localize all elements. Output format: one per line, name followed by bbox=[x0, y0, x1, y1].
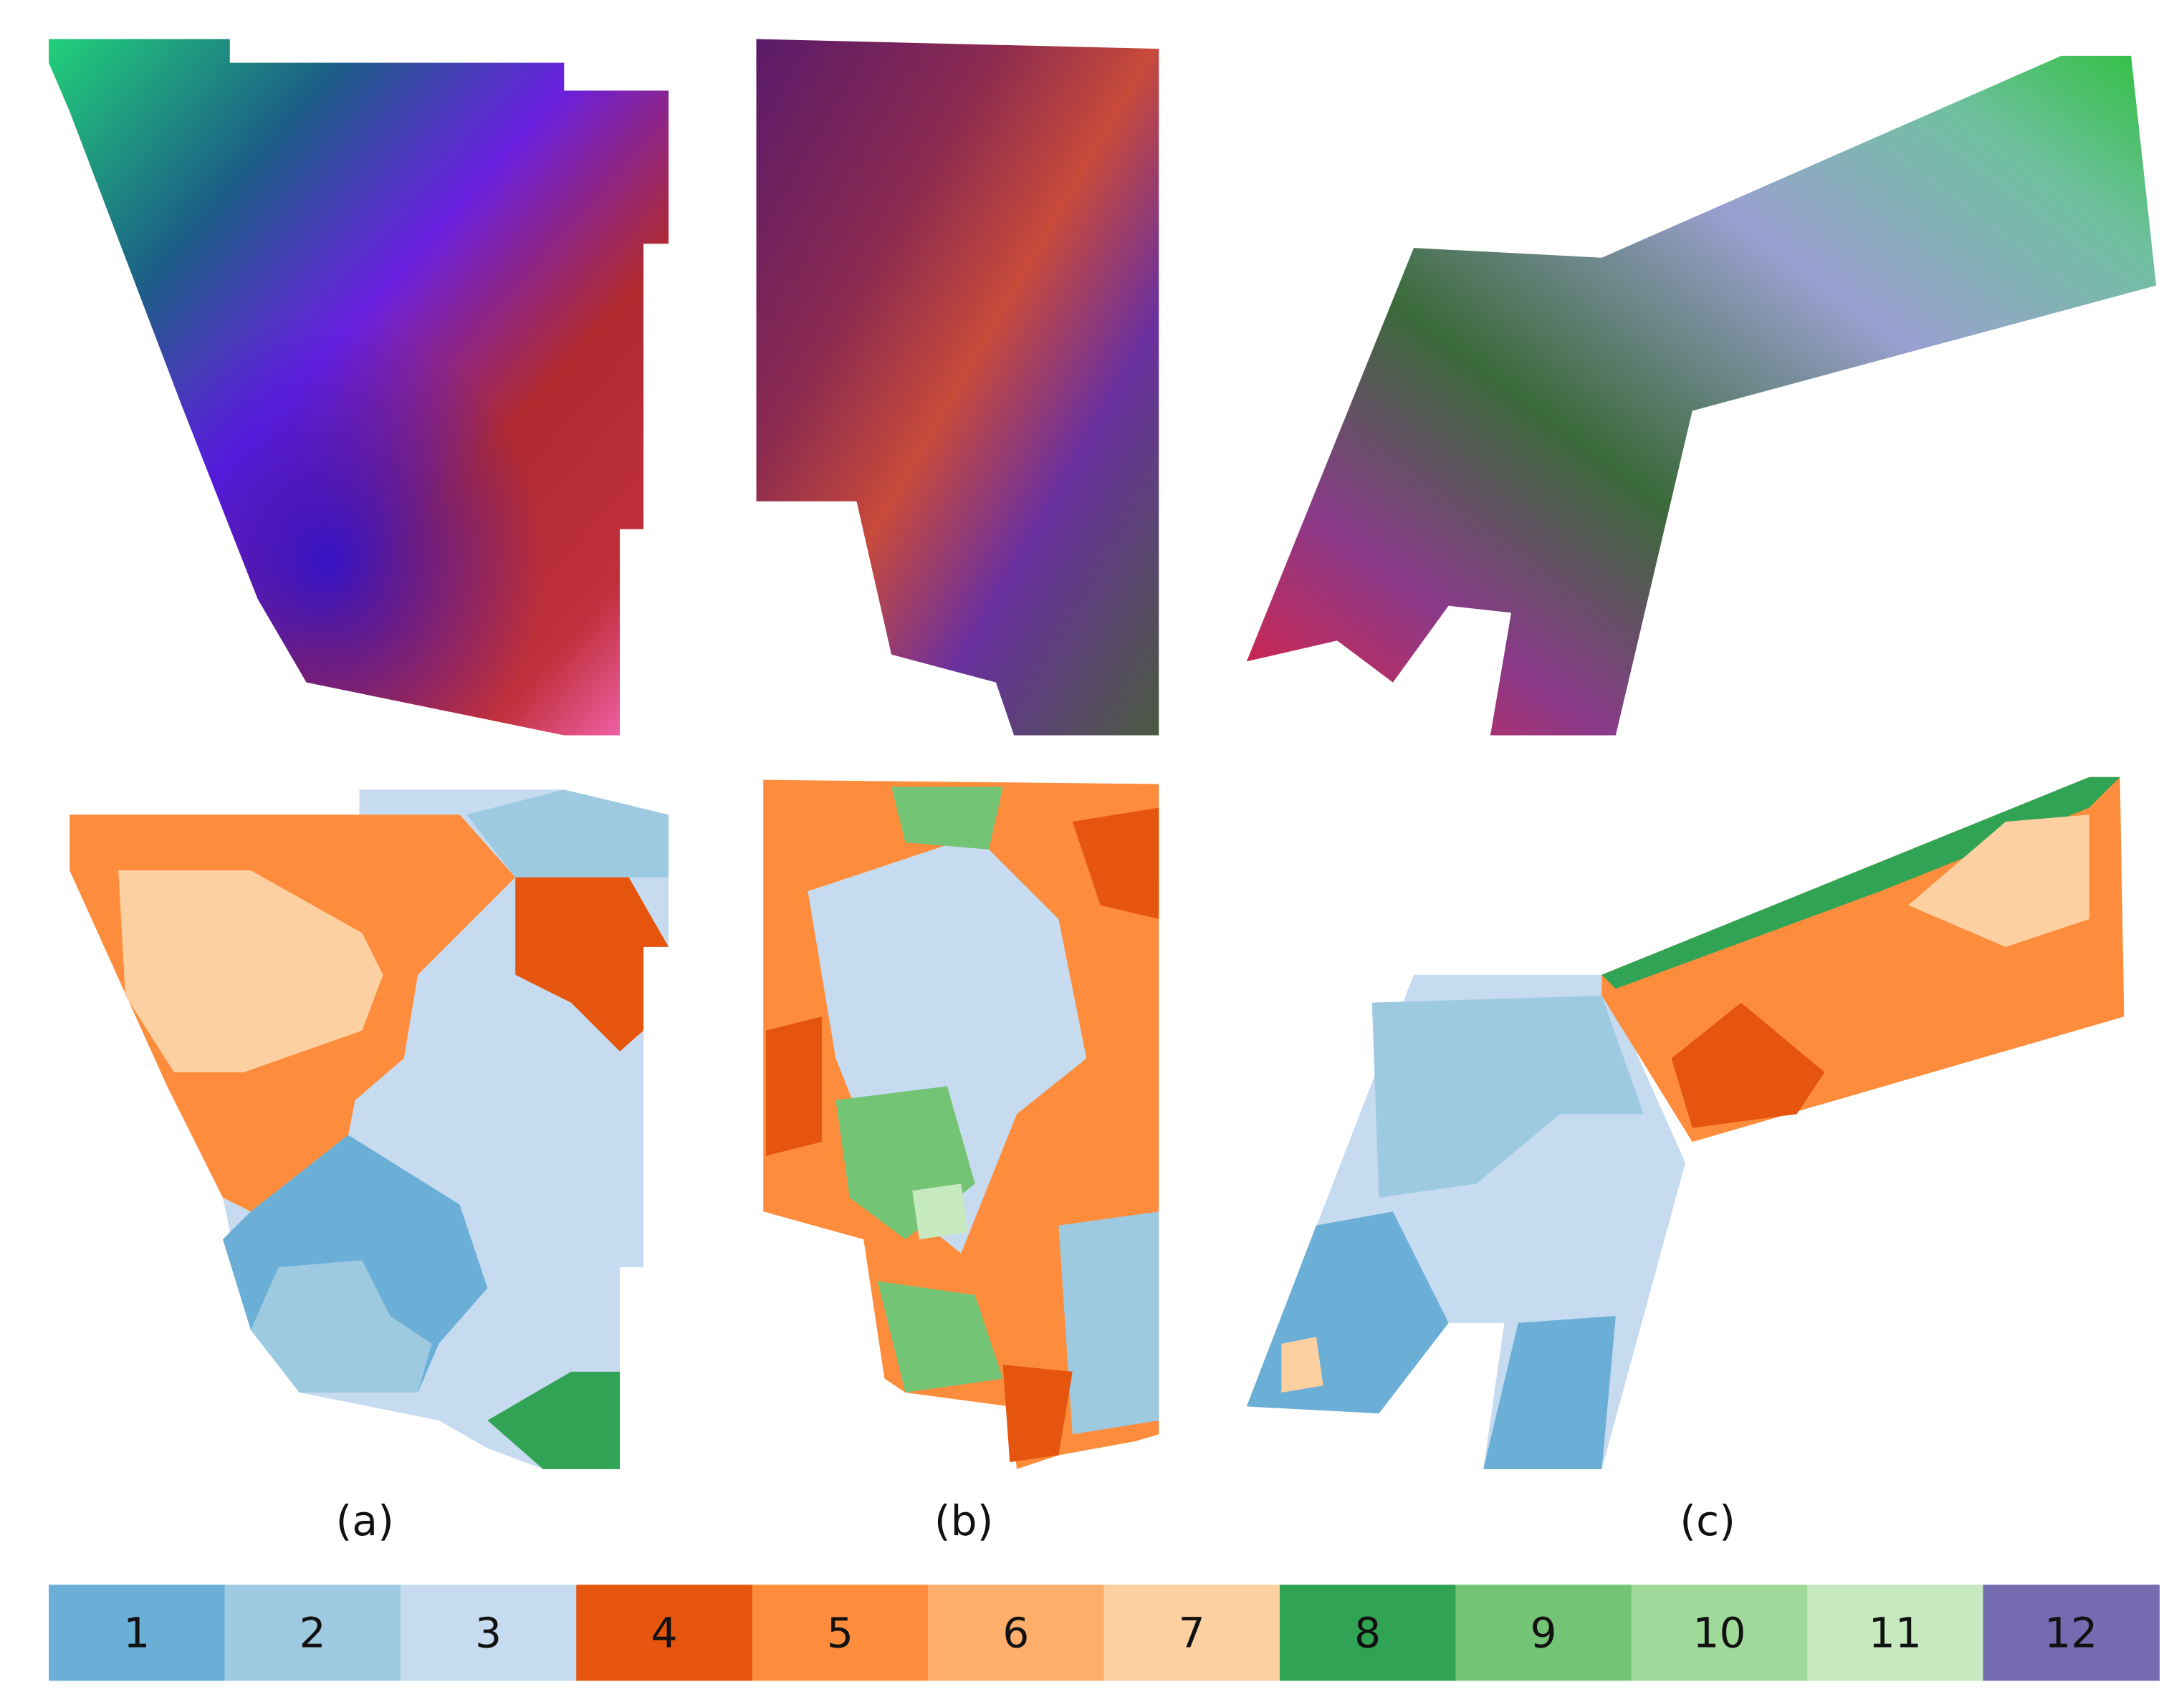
legend-swatch bbox=[49, 1585, 226, 1681]
image-b bbox=[756, 39, 1159, 736]
map-c bbox=[1246, 777, 2125, 1469]
legend-swatch bbox=[224, 1585, 401, 1681]
image-a-shade bbox=[49, 39, 669, 736]
legend-swatch bbox=[928, 1585, 1105, 1681]
panel-labels: (a) (b) (c) bbox=[336, 1496, 1735, 1545]
panel-label: (b) bbox=[934, 1496, 993, 1545]
panel-label: (a) bbox=[336, 1496, 394, 1545]
legend-label: 6 bbox=[1002, 1608, 1029, 1657]
legend-swatch bbox=[752, 1585, 929, 1681]
legend-label: 8 bbox=[1354, 1608, 1381, 1657]
legend-swatch bbox=[400, 1585, 578, 1681]
legend-label: 10 bbox=[1692, 1608, 1745, 1657]
panel-label: (c) bbox=[1680, 1496, 1735, 1545]
legend-label: 11 bbox=[1869, 1608, 1922, 1657]
legend-swatch bbox=[576, 1585, 753, 1681]
image-c bbox=[1246, 55, 2157, 736]
legend-swatch bbox=[1103, 1585, 1280, 1681]
legend-label: 7 bbox=[1179, 1608, 1205, 1657]
legend-label: 5 bbox=[827, 1608, 853, 1657]
legend: 1 2 3 4 5 6 7 8 9 10 11 12 bbox=[49, 1585, 2160, 1681]
legend-label: 1 bbox=[123, 1608, 150, 1657]
legend-swatch bbox=[1279, 1585, 1457, 1681]
legend-swatch bbox=[1983, 1585, 2160, 1681]
legend-label: 2 bbox=[300, 1608, 326, 1657]
map-a bbox=[70, 789, 669, 1469]
legend-label: 4 bbox=[651, 1608, 677, 1657]
legend-swatch bbox=[1631, 1585, 1809, 1681]
legend-swatch bbox=[1455, 1585, 1632, 1681]
legend-label: 12 bbox=[2044, 1608, 2097, 1657]
legend-swatch bbox=[1807, 1585, 1984, 1681]
legend-label: 3 bbox=[475, 1608, 502, 1657]
legend-label: 9 bbox=[1531, 1608, 1557, 1657]
map-b bbox=[763, 779, 1159, 1469]
